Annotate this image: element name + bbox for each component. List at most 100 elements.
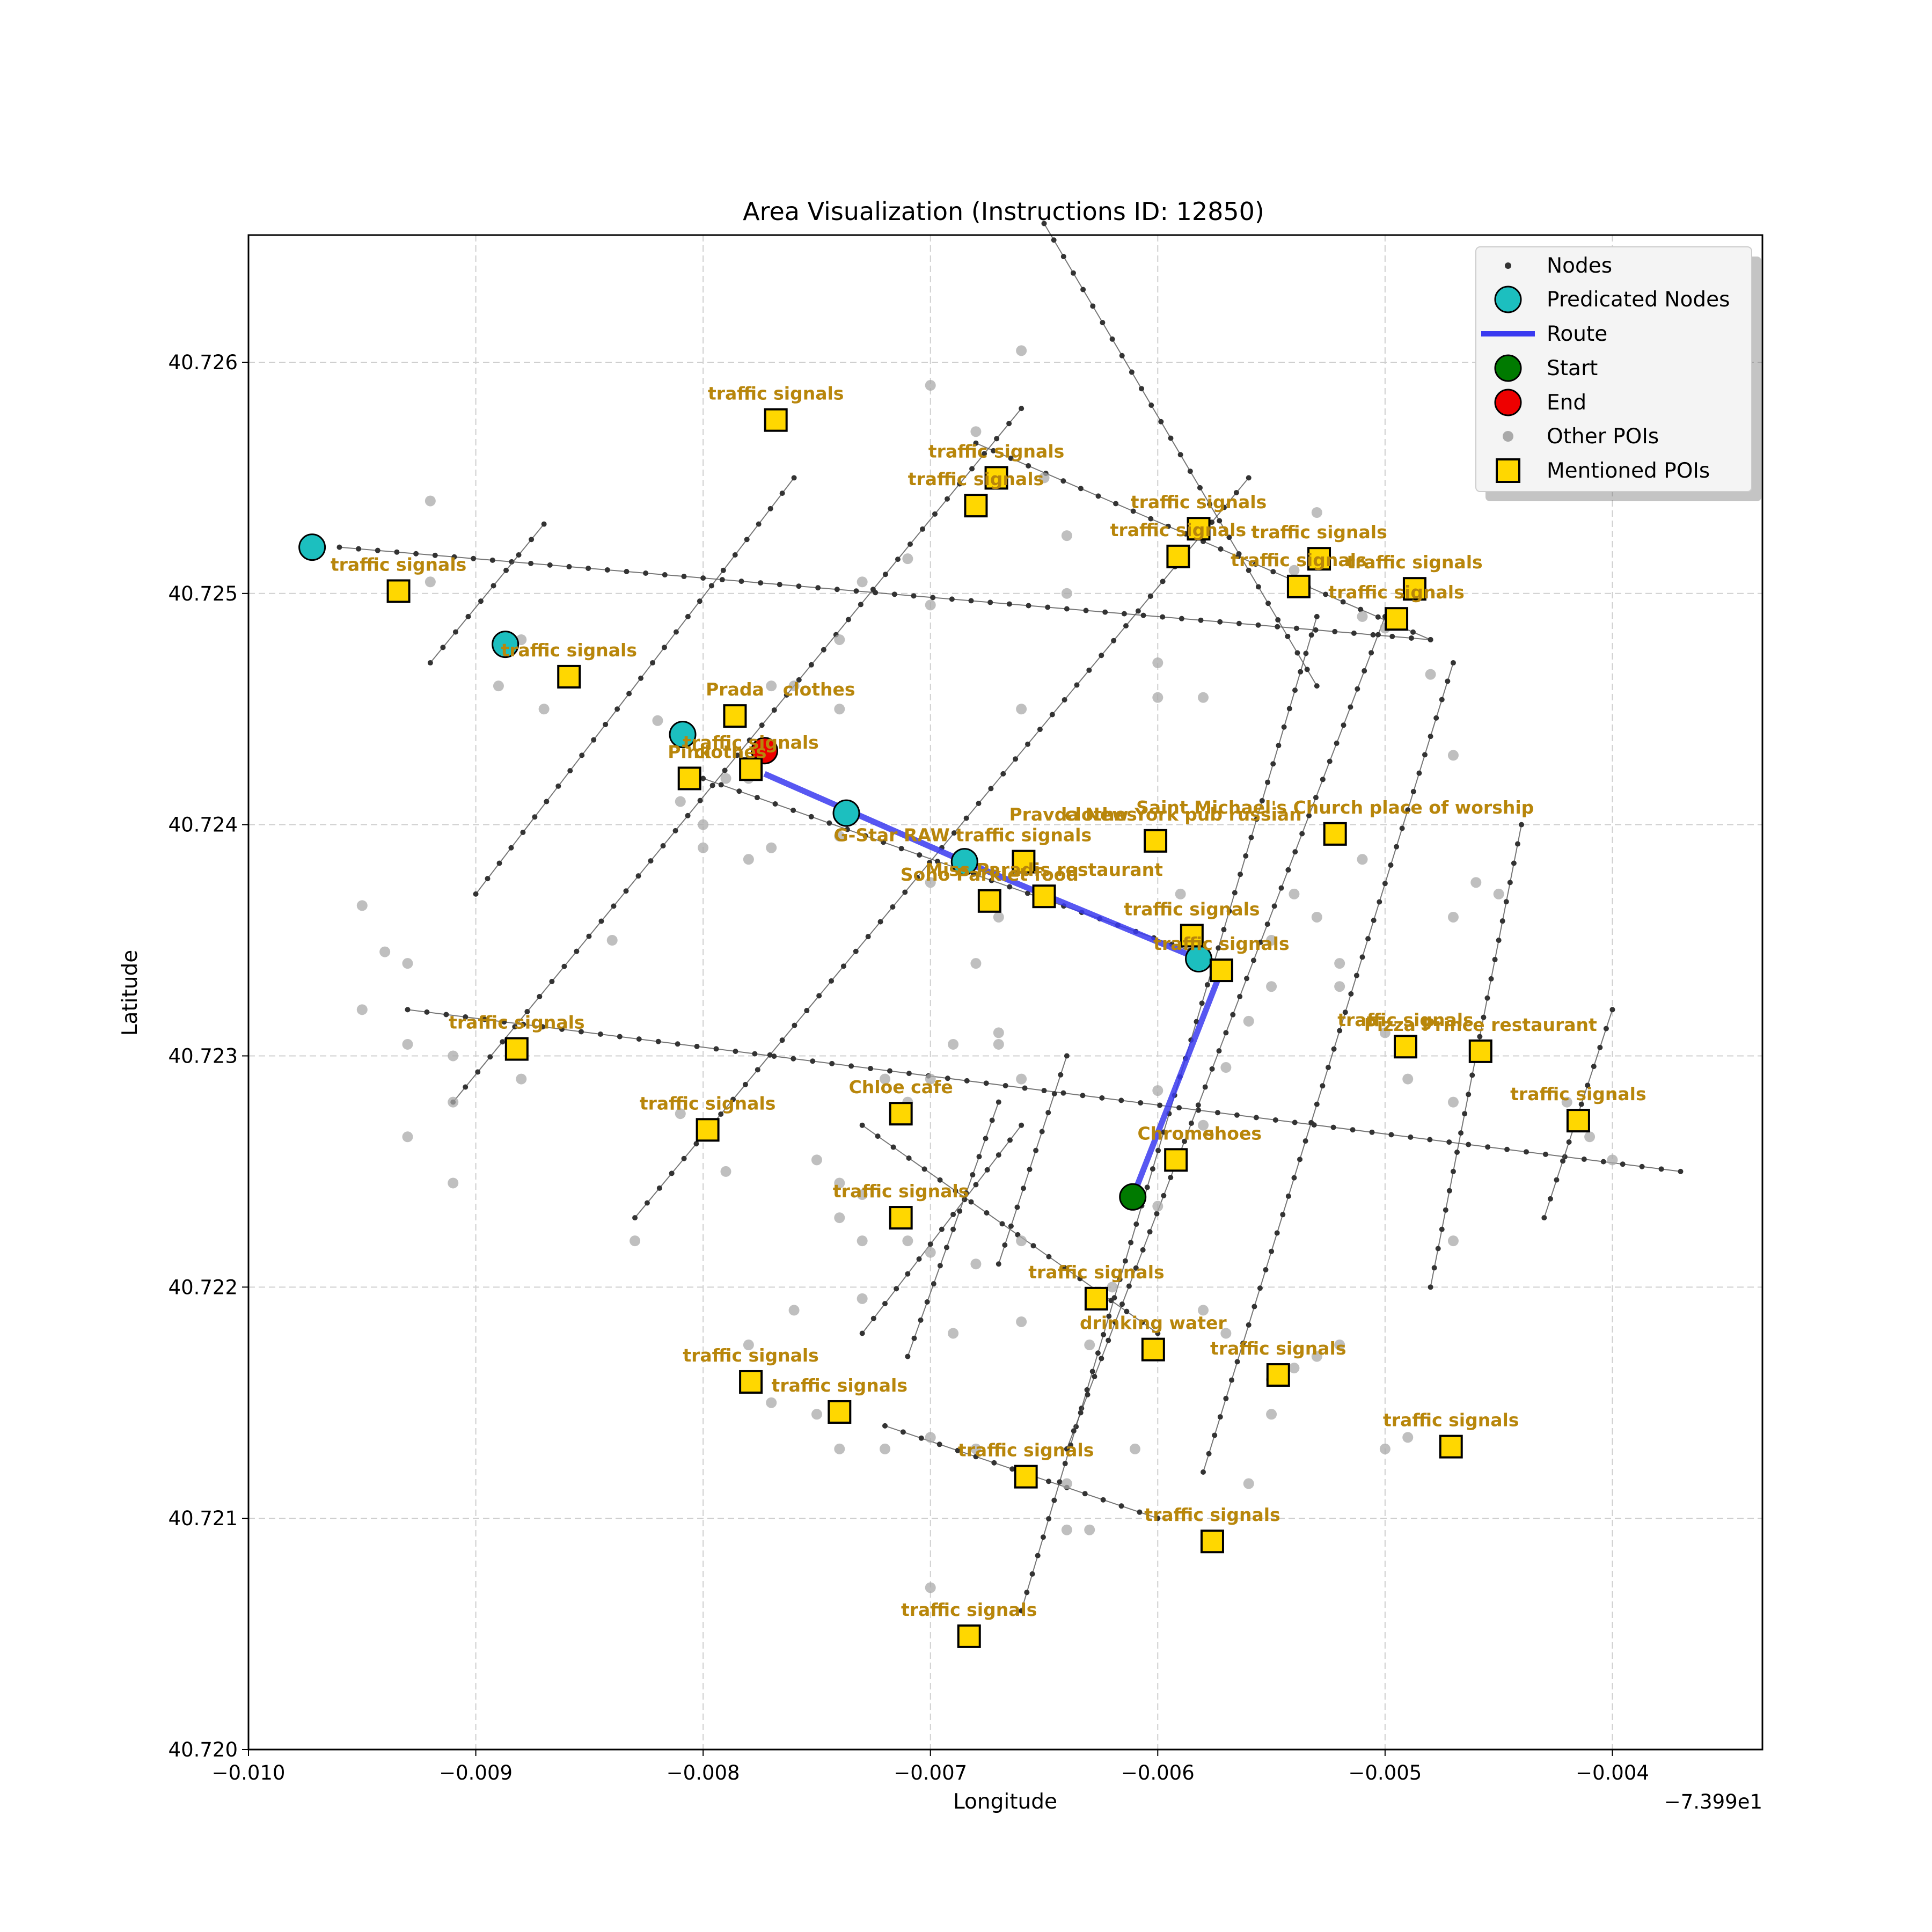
street-node: [1007, 1137, 1013, 1143]
other-poi-dot: [1152, 1201, 1163, 1212]
other-poi-dot: [652, 715, 663, 726]
street-node: [1080, 287, 1086, 292]
y-tick-label: 40.720: [169, 1738, 238, 1761]
street-node: [865, 934, 871, 940]
street-node: [1138, 1100, 1144, 1106]
legend-label-start: Start: [1547, 356, 1598, 380]
street-node: [1443, 1207, 1448, 1213]
y-tick-label: 40.723: [169, 1044, 238, 1067]
street-node: [1176, 1105, 1182, 1111]
street-node: [1060, 254, 1066, 260]
street-segment: [339, 546, 1431, 640]
street-node: [754, 795, 760, 801]
other-poi-dot: [1152, 692, 1163, 703]
street-node: [1511, 860, 1517, 866]
street-node: [1320, 777, 1326, 782]
other-poi-dot: [948, 1038, 959, 1050]
mentioned-poi-label: traffic signals: [1328, 582, 1464, 603]
street-node: [1323, 591, 1329, 597]
street-node: [973, 440, 979, 446]
street-node: [1060, 478, 1066, 484]
street-node: [394, 549, 400, 555]
street-node: [598, 918, 604, 924]
street-node: [1029, 1571, 1035, 1577]
street-node: [1337, 1028, 1343, 1034]
poi-annotation-label: G-Star RAW: [834, 825, 950, 846]
other-poi-dot: [857, 1293, 868, 1304]
mentioned-poi-label: traffic signals: [928, 441, 1064, 462]
street-node: [1246, 475, 1252, 481]
street-node: [989, 877, 994, 883]
street-node: [1085, 1392, 1091, 1397]
street-node: [969, 466, 975, 472]
other-poi-dot: [1379, 1027, 1391, 1038]
other-poi-dot: [1038, 472, 1050, 484]
street-node: [1269, 1248, 1275, 1254]
mentioned-poi-label: Saint Michael's Church place of worship: [1136, 797, 1534, 818]
other-poi-dot: [1425, 669, 1436, 680]
other-poi-dot: [356, 900, 368, 911]
street-node: [1331, 1046, 1337, 1052]
street-node: [1046, 1254, 1052, 1260]
street-node: [1135, 608, 1141, 614]
street-node: [911, 593, 917, 599]
street-node: [1129, 369, 1135, 375]
street-node: [1204, 982, 1210, 988]
street-node: [1244, 976, 1250, 982]
other-poi-dot: [630, 1235, 641, 1247]
street-node: [894, 1286, 899, 1292]
street-node: [700, 775, 706, 781]
street-node: [1303, 650, 1309, 656]
street-node: [611, 903, 617, 909]
legend-label-route: Route: [1547, 322, 1607, 346]
street-node: [1113, 1319, 1118, 1325]
street-node: [1051, 237, 1057, 243]
mentioned-poi-label: traffic signals: [501, 640, 637, 661]
street-node: [1270, 569, 1276, 575]
street-node: [1252, 1304, 1257, 1309]
street-node: [540, 1024, 546, 1030]
street-node: [758, 580, 764, 586]
mentioned-poi-marker: [977, 889, 1001, 913]
street-node: [1314, 613, 1320, 619]
street-node: [1117, 1276, 1123, 1282]
street-node: [1272, 1117, 1278, 1123]
street-node: [902, 889, 908, 895]
street-node: [1099, 1095, 1105, 1101]
street-node: [1394, 844, 1400, 850]
street-node: [1293, 625, 1299, 631]
other-poi-dot: [925, 1073, 936, 1085]
street-node: [1086, 667, 1092, 673]
other-poi-dot: [720, 1166, 731, 1177]
street-node: [1350, 1127, 1356, 1133]
street-node: [919, 526, 925, 532]
street-node: [1435, 1246, 1441, 1252]
street-node: [1439, 1226, 1445, 1232]
street-node: [1359, 954, 1365, 960]
street-node: [1433, 715, 1439, 721]
other-poi-dot: [834, 1443, 845, 1454]
street-node: [1238, 872, 1243, 877]
street-node: [1080, 1093, 1086, 1099]
street-node: [1206, 1451, 1212, 1457]
street-node: [1499, 918, 1505, 924]
street-node: [473, 891, 479, 897]
street-node: [1285, 867, 1291, 873]
street-node: [1485, 1144, 1491, 1150]
street-node: [767, 1052, 773, 1058]
street-node: [1226, 535, 1232, 540]
street-node: [934, 858, 940, 864]
mentioned-poi-label: Prada: [706, 679, 764, 700]
other-poi-dot: [1584, 1131, 1596, 1143]
mentioned-poi-marker: [1164, 1148, 1188, 1172]
street-node: [987, 599, 993, 605]
street-node: [591, 737, 597, 743]
street-node: [882, 1301, 888, 1307]
street-node: [890, 1144, 896, 1150]
street-node: [1041, 221, 1047, 226]
street-node: [1113, 501, 1119, 507]
street-node: [586, 933, 592, 939]
street-node: [829, 978, 835, 984]
other-poi-dot: [698, 842, 709, 853]
